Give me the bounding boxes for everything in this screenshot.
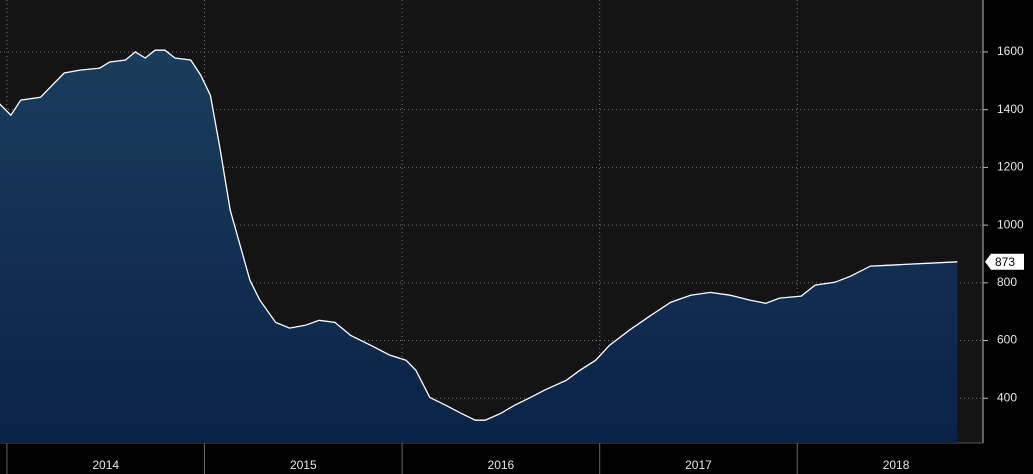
x-tick-label: 2014 — [92, 458, 119, 472]
y-tick-label: 1400 — [997, 102, 1024, 116]
x-tick-label: 2016 — [488, 458, 515, 472]
y-tick-label: 600 — [997, 333, 1017, 347]
line — [0, 49, 958, 421]
y-tick-label: 1600 — [997, 44, 1024, 58]
area — [0, 50, 958, 443]
last-value-label: 873 — [995, 255, 1015, 269]
x-tick-label: 2017 — [685, 458, 712, 472]
y-tick-label: 800 — [997, 275, 1017, 289]
y-tick-label: 1200 — [997, 160, 1024, 174]
x-tick-label: 2018 — [883, 458, 910, 472]
x-tick-label: 2015 — [290, 458, 317, 472]
last-value-badge — [985, 253, 1024, 270]
y-tick-label: 1000 — [997, 217, 1024, 231]
y-tick-label: 400 — [997, 390, 1017, 404]
